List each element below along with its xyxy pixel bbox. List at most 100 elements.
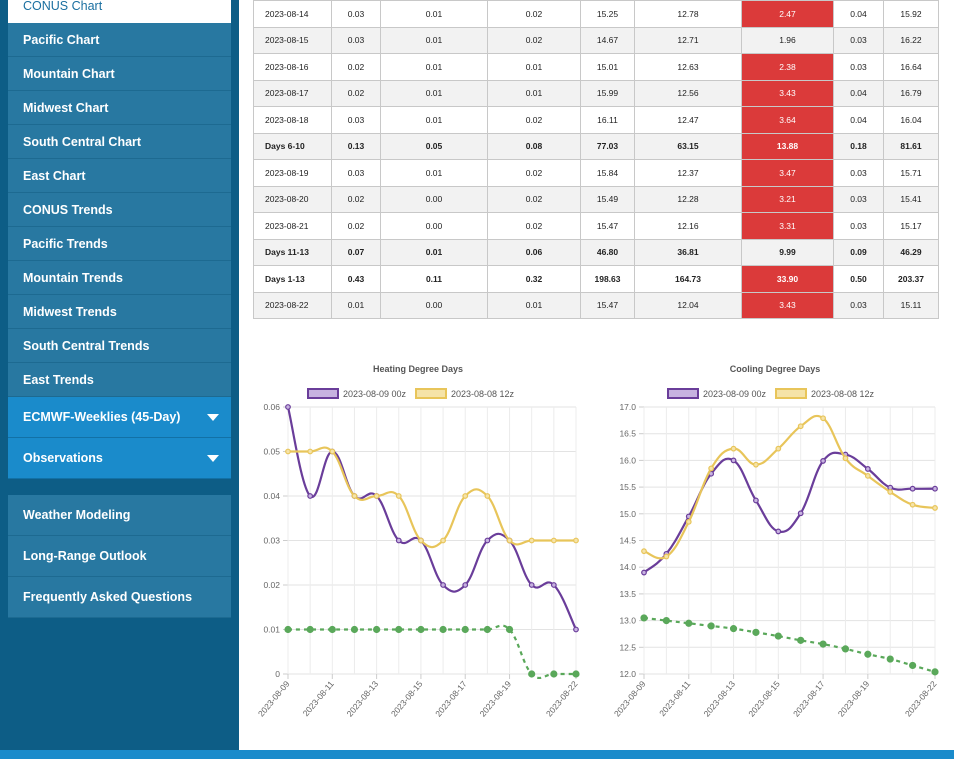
table-cell: 0.03: [833, 185, 884, 213]
table-cell: 0.02: [487, 26, 581, 54]
sidebar-link-label: Weather Modeling: [23, 508, 131, 522]
data-point: [573, 626, 579, 633]
sidebar-item-conus-trends[interactable]: CONUS Trends: [8, 193, 231, 227]
table-cell: 0.08: [487, 132, 581, 160]
legend-swatch: [415, 388, 447, 399]
y-tick-label: 15.5: [619, 482, 636, 492]
table-cell: 16.11: [580, 106, 635, 134]
sidebar-item-pacific-chart[interactable]: Pacific Chart: [8, 23, 231, 57]
table-cell: 15.01: [580, 53, 635, 81]
sidebar-dropdown-ecmwf-weeklies[interactable]: ECMWF-Weeklies (45-Day): [8, 397, 231, 438]
data-point: [641, 569, 647, 576]
data-point: [909, 661, 917, 670]
table-row: 2023-08-16 0.02 0.01 0.01 15.01 12.63 2.38 0.03…: [253, 53, 939, 81]
data-point: [395, 493, 402, 499]
table-cell: 16.04: [883, 106, 939, 134]
data-point: [328, 625, 336, 634]
data-point: [439, 625, 447, 634]
table-cell: 0.02: [331, 212, 381, 240]
table-cell: 15.71: [883, 159, 939, 187]
sidebar-item-label: Mountain Chart: [23, 66, 115, 81]
data-point: [395, 625, 403, 634]
table-cell: 0.07: [331, 238, 381, 266]
data-point: [307, 448, 314, 455]
table-cell: 0.01: [380, 53, 488, 81]
heating-degree-days-chart: Heating Degree Days 2023-08-09 00z 2023-08…: [248, 360, 588, 735]
x-tick-label: 2023-08-11: [657, 679, 692, 718]
table-cell: 0.02: [487, 212, 581, 240]
sidebar-item-label: East Chart: [23, 168, 86, 183]
sidebar-dropdown-observations[interactable]: Observations: [8, 438, 231, 479]
data-point: [373, 493, 380, 499]
data-point: [753, 497, 759, 504]
sidebar: CONUS Chart Pacific Chart Mountain Chart…: [0, 0, 239, 750]
table-cell: 9.99: [741, 238, 834, 266]
sidebar-link-faq[interactable]: Frequently Asked Questions: [8, 577, 231, 618]
data-point: [350, 625, 359, 634]
table-cell: 0.01: [380, 159, 488, 187]
sidebar-item-label: South Central Chart: [23, 134, 142, 149]
data-point: [418, 537, 424, 544]
table-row: Days 11-13 0.07 0.01 0.06 46.80 36.81 9.99 0.09…: [253, 238, 939, 266]
data-point: [774, 632, 782, 640]
sidebar-item-midwest-chart[interactable]: Midwest Chart: [8, 91, 231, 125]
cooling-degree-days-svg: Cooling Degree Days 2023-08-09 00z 2023-08…: [612, 364, 939, 719]
legend-label: 2023-08-08 12z: [451, 389, 515, 399]
sidebar-item-label: Pacific Trends: [23, 236, 108, 251]
table-cell: 3.21: [741, 185, 834, 213]
table-cell: 0.01: [331, 291, 381, 319]
data-point: [797, 510, 804, 517]
data-point: [932, 505, 938, 511]
caret-down-icon: [207, 454, 219, 462]
table-cell: 33.90: [741, 265, 834, 293]
y-tick-label: 17.0: [619, 402, 636, 412]
table-cell: 14.67: [580, 26, 635, 54]
sidebar-item-south-central-chart[interactable]: South Central Chart: [8, 125, 231, 159]
data-point: [864, 650, 872, 658]
y-tick-label: 13.0: [619, 616, 636, 626]
sidebar-item-pacific-trends[interactable]: Pacific Trends: [8, 227, 231, 261]
sidebar-link-long-range-outlook[interactable]: Long-Range Outlook: [8, 536, 231, 577]
sidebar-item-mountain-trends[interactable]: Mountain Trends: [8, 261, 231, 295]
table-cell: 12.28: [634, 185, 742, 213]
table-cell: 0.02: [487, 185, 581, 213]
x-tick-label: 2023-08-13: [701, 679, 737, 719]
table-cell-date: Days 11-13: [253, 238, 332, 266]
x-tick-label: 2023-08-22: [903, 679, 939, 719]
data-point: [462, 582, 469, 588]
sidebar-dropdown-label: Observations: [23, 451, 103, 465]
legend-label: 2023-08-09 00z: [703, 389, 767, 399]
table-cell: 15.47: [580, 291, 635, 319]
table-cell: 46.29: [883, 238, 939, 266]
legend-swatch: [775, 388, 807, 399]
table-cell: 0.02: [331, 53, 381, 81]
sidebar-item-midwest-trends[interactable]: Midwest Trends: [8, 295, 231, 329]
table-cell-date: 2023-08-15: [253, 26, 332, 54]
data-point: [820, 458, 826, 464]
data-point: [775, 528, 782, 535]
table-cell: 0.03: [331, 159, 381, 187]
y-tick-label: 0.03: [263, 536, 280, 546]
series-line: [286, 406, 577, 630]
table-cell: 15.49: [580, 185, 635, 213]
sidebar-link-weather-modeling[interactable]: Weather Modeling: [8, 495, 231, 536]
data-point: [572, 670, 580, 678]
table-cell-date: 2023-08-14: [253, 0, 332, 28]
sidebar-item-east-trends[interactable]: East Trends: [8, 363, 231, 397]
y-tick-label: 16.5: [619, 429, 636, 439]
table-cell: 198.63: [580, 265, 635, 293]
sidebar-item-mountain-chart[interactable]: Mountain Chart: [8, 57, 231, 91]
x-tick-label: 2023-08-17: [791, 679, 827, 719]
table-cell: 3.43: [741, 291, 834, 319]
data-point: [842, 455, 849, 462]
sidebar-item-south-central-trends[interactable]: South Central Trends: [8, 329, 231, 363]
sidebar-item-conus-chart[interactable]: CONUS Chart: [8, 0, 231, 23]
table-cell: 0.03: [833, 26, 884, 54]
sidebar-item-label: South Central Trends: [23, 338, 150, 353]
table-cell: 0.43: [331, 265, 381, 293]
data-point: [483, 625, 491, 634]
x-tick-label: 2023-08-17: [433, 679, 469, 719]
table-cell: 12.16: [634, 212, 742, 240]
data-point: [820, 415, 826, 422]
sidebar-item-east-chart[interactable]: East Chart: [8, 159, 231, 193]
